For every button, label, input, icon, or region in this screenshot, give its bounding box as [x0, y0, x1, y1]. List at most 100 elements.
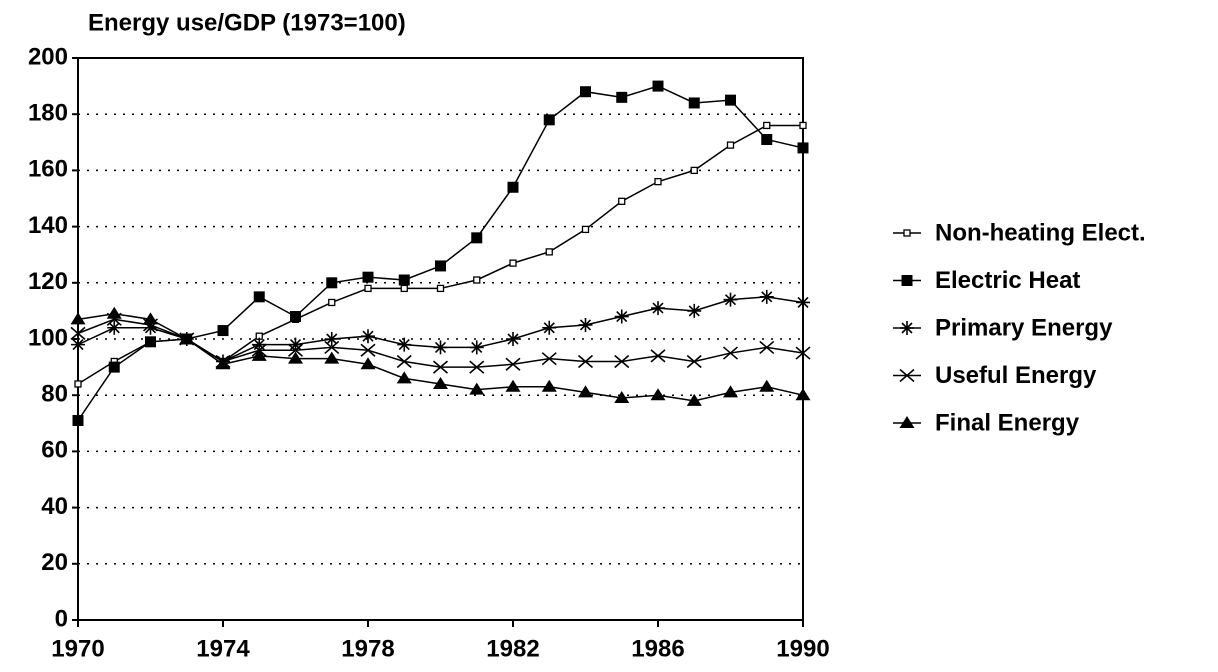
marker-shape — [143, 312, 158, 325]
marker-shape — [145, 336, 156, 348]
marker — [900, 321, 914, 335]
marker — [70, 312, 86, 325]
marker-shape — [577, 354, 594, 369]
marker-shape — [397, 337, 412, 352]
marker-shape — [900, 321, 914, 335]
marker-shape — [435, 260, 446, 272]
marker — [362, 271, 374, 283]
marker — [616, 91, 628, 103]
marker-shape — [901, 275, 913, 286]
y-tick-label: 160 — [28, 156, 68, 183]
marker-shape — [759, 379, 775, 392]
marker — [614, 354, 630, 369]
marker — [74, 380, 82, 388]
marker — [652, 80, 664, 92]
x-tick-label: 1990 — [776, 635, 829, 662]
marker — [686, 393, 702, 406]
marker — [545, 248, 553, 256]
marker-shape — [432, 360, 449, 374]
marker — [687, 303, 702, 318]
marker-shape — [469, 382, 485, 395]
marker — [650, 388, 666, 401]
marker-shape — [761, 133, 773, 145]
marker-shape — [217, 325, 229, 337]
marker-shape — [469, 360, 485, 374]
marker — [400, 284, 408, 293]
marker — [361, 329, 375, 344]
marker-shape — [143, 320, 158, 335]
marker-shape — [796, 295, 810, 310]
marker — [899, 416, 915, 428]
marker-shape — [251, 348, 267, 361]
marker-shape — [899, 416, 915, 428]
marker-shape — [654, 177, 662, 186]
marker-shape — [505, 379, 521, 392]
marker — [252, 337, 267, 352]
marker — [324, 351, 340, 364]
marker — [71, 337, 85, 352]
marker-shape — [396, 371, 412, 384]
x-tick-label: 1978 — [341, 635, 394, 662]
marker — [543, 114, 555, 126]
marker — [899, 368, 915, 383]
marker-shape — [614, 309, 629, 324]
marker-shape — [651, 301, 665, 316]
marker — [578, 317, 593, 332]
marker — [509, 259, 517, 267]
y-tick-label: 0 — [55, 605, 68, 632]
marker — [397, 337, 412, 352]
marker — [651, 301, 665, 316]
marker-shape — [616, 91, 628, 103]
marker-shape — [690, 166, 698, 175]
legend-label: Useful Energy — [935, 362, 1097, 389]
y-axis-title: Energy use/GDP (1973=100) — [88, 9, 406, 36]
marker — [473, 276, 481, 284]
marker-shape — [652, 80, 664, 92]
marker — [577, 354, 594, 369]
marker — [396, 371, 412, 384]
marker — [179, 332, 195, 344]
marker-shape — [763, 121, 771, 130]
marker-shape — [364, 284, 372, 293]
marker-shape — [723, 385, 738, 398]
marker — [70, 326, 86, 340]
marker-shape — [686, 354, 702, 369]
y-tick-label: 140 — [28, 212, 68, 239]
y-tick-label: 200 — [28, 43, 68, 70]
marker-shape — [360, 357, 376, 370]
marker-shape — [71, 337, 85, 352]
marker — [360, 343, 376, 357]
y-tick-label: 60 — [41, 437, 68, 464]
marker — [650, 349, 666, 363]
marker-shape — [543, 114, 555, 126]
marker-shape — [324, 332, 339, 346]
marker — [654, 177, 662, 186]
y-tick-label: 80 — [41, 381, 68, 408]
marker — [506, 332, 520, 346]
marker-shape — [473, 276, 481, 284]
marker — [360, 357, 376, 370]
marker-shape — [541, 352, 557, 366]
marker-shape — [433, 340, 448, 355]
marker — [761, 133, 773, 145]
marker-shape — [433, 376, 448, 389]
marker-shape — [725, 94, 736, 106]
marker-shape — [396, 354, 412, 369]
marker-shape — [899, 368, 915, 383]
marker-shape — [505, 357, 521, 371]
marker-shape — [580, 86, 591, 98]
marker — [143, 320, 158, 335]
marker — [763, 121, 771, 130]
marker-shape — [618, 197, 626, 205]
marker — [542, 320, 557, 335]
marker — [901, 275, 913, 286]
marker — [469, 340, 484, 355]
marker-shape — [108, 361, 120, 373]
marker — [722, 346, 739, 360]
marker — [326, 277, 338, 289]
marker-shape — [360, 343, 376, 357]
marker — [614, 391, 630, 404]
marker — [324, 340, 340, 355]
marker — [436, 284, 445, 293]
